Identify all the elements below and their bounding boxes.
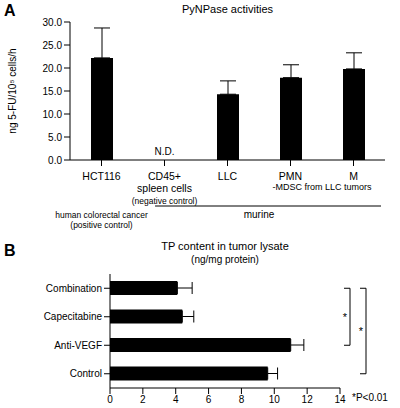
- svg-text:PMN: PMN: [279, 170, 302, 182]
- svg-text:(ng/mg protein): (ng/mg protein): [191, 254, 259, 265]
- svg-text:6: 6: [206, 394, 212, 405]
- svg-text:PyNPase activities: PyNPase activities: [182, 3, 274, 15]
- svg-text:Anti-VEGF: Anti-VEGF: [54, 340, 102, 351]
- svg-text:8: 8: [239, 394, 245, 405]
- svg-text:Combination: Combination: [46, 283, 102, 294]
- svg-text:0.0: 0.0: [48, 155, 62, 166]
- svg-text:15.0: 15.0: [43, 86, 63, 97]
- svg-text:-MDSC from LLC tumors: -MDSC from LLC tumors: [272, 182, 372, 192]
- svg-text:B: B: [8, 242, 16, 259]
- svg-text:10.0: 10.0: [43, 109, 63, 120]
- svg-text:25.0: 25.0: [43, 40, 63, 51]
- svg-text:murine: murine: [244, 209, 275, 220]
- svg-text:*: *: [359, 325, 364, 337]
- svg-text:Capecitabine: Capecitabine: [44, 311, 103, 322]
- svg-text:20.0: 20.0: [43, 63, 63, 74]
- svg-text:(positive control): (positive control): [70, 220, 133, 230]
- svg-text:5.0: 5.0: [48, 132, 62, 143]
- svg-text:10: 10: [269, 394, 281, 405]
- svg-text:human colorectal cancer: human colorectal cancer: [55, 210, 148, 220]
- svg-text:LLC: LLC: [218, 170, 238, 182]
- svg-text:CD45+: CD45+: [148, 170, 181, 182]
- svg-text:14: 14: [334, 394, 346, 405]
- svg-text:(negative control): (negative control): [132, 196, 198, 206]
- svg-text:A: A: [8, 2, 16, 19]
- svg-text:30.0: 30.0: [43, 17, 63, 28]
- svg-text:Control: Control: [70, 368, 102, 379]
- svg-text:2: 2: [140, 394, 146, 405]
- svg-text:M: M: [349, 170, 358, 182]
- svg-text:4: 4: [173, 394, 179, 405]
- svg-text:spleen cells: spleen cells: [137, 182, 192, 194]
- svg-text:TP content in tumor lysate: TP content in tumor lysate: [161, 240, 289, 252]
- svg-text:HCT116: HCT116: [82, 170, 120, 182]
- svg-text:*P<0.01: *P<0.01: [352, 392, 388, 403]
- svg-text:12: 12: [302, 394, 314, 405]
- svg-text:N.D.: N.D.: [155, 146, 175, 157]
- svg-text:0: 0: [107, 394, 113, 405]
- svg-text:ng 5-FU/10⁵ cells/h: ng 5-FU/10⁵ cells/h: [8, 48, 18, 133]
- svg-text:*: *: [343, 311, 348, 323]
